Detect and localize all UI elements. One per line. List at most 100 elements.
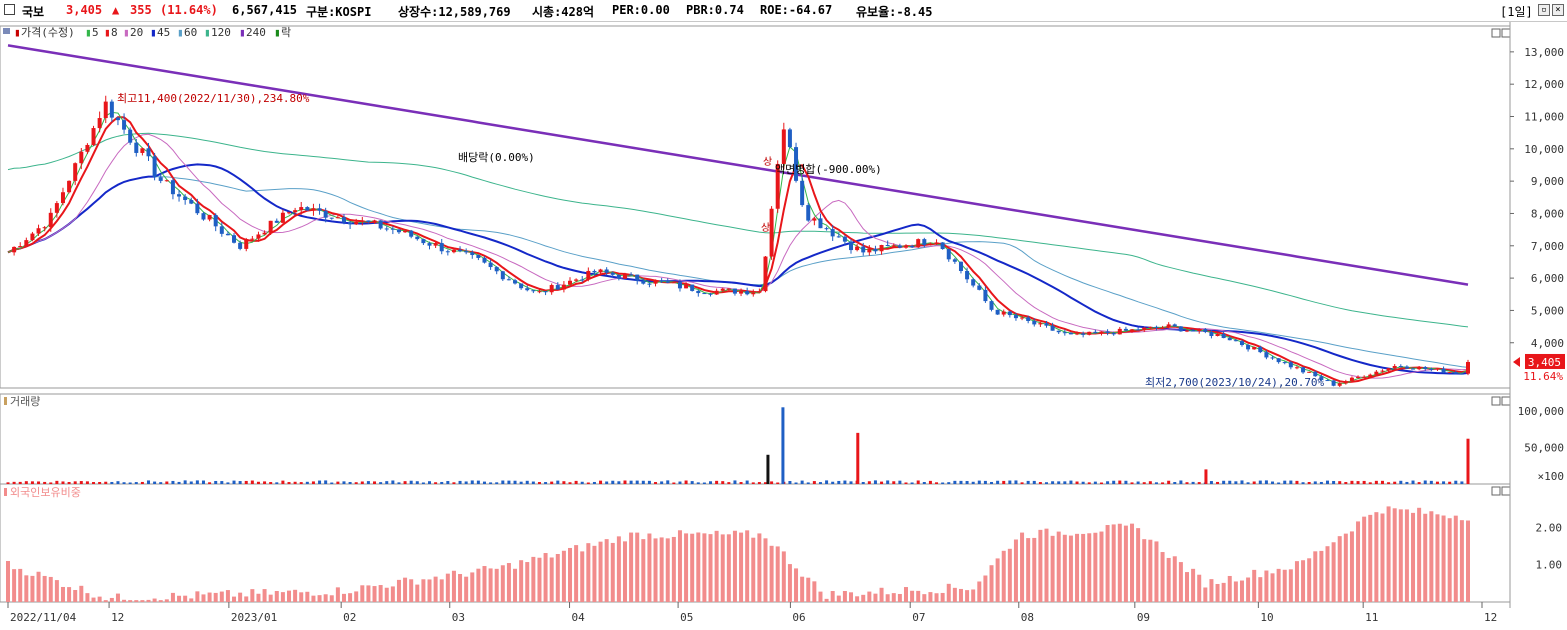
volume-bar bbox=[1252, 481, 1256, 484]
foreign-ratio-bar bbox=[427, 579, 432, 602]
foreign-ratio-bar bbox=[1466, 520, 1470, 602]
price-annotations: 최고11,400(2022/11/30),234.80% 최저2,700(202… bbox=[117, 92, 1325, 389]
candle-body bbox=[635, 274, 640, 281]
foreign-ratio-bar bbox=[262, 589, 267, 602]
foreign-ratio-bar bbox=[335, 587, 340, 602]
foreign-ratio-bar bbox=[1087, 533, 1092, 602]
candle-body bbox=[451, 249, 456, 253]
candle-body bbox=[1288, 362, 1293, 368]
volume-bar bbox=[43, 481, 47, 484]
volume-bar bbox=[1026, 480, 1030, 484]
foreign-ratio-bar bbox=[1282, 569, 1287, 602]
candle-body bbox=[818, 218, 823, 229]
foreign-ratio-bar bbox=[1032, 537, 1037, 602]
legend-marker: ▮ bbox=[150, 26, 157, 39]
panel-menu-icon bbox=[3, 28, 10, 34]
foreign-ratio-bar bbox=[140, 600, 145, 602]
volume-bar bbox=[55, 480, 59, 484]
volume-bar bbox=[678, 481, 682, 484]
volume-bar bbox=[1154, 482, 1158, 484]
volume-bar bbox=[617, 481, 621, 484]
panel-restore-icon bbox=[1491, 486, 1501, 496]
foreign-ratio-bar bbox=[42, 575, 47, 602]
foreign-ratio-bar bbox=[726, 534, 731, 602]
legend-label-1: 5 bbox=[92, 26, 99, 39]
candle-body bbox=[873, 248, 878, 252]
candle-body bbox=[1044, 323, 1049, 326]
volume-bar bbox=[1191, 481, 1195, 484]
candle-body bbox=[665, 281, 670, 283]
volume-bar bbox=[537, 482, 541, 484]
volume-bar bbox=[818, 482, 822, 484]
current-price-marker: 3,405 11.64% bbox=[1513, 353, 1565, 383]
current-pct-label: 11.64% bbox=[1523, 370, 1563, 383]
foreign-ratio-bar bbox=[769, 545, 774, 602]
foreign-ratio-bar bbox=[219, 591, 224, 602]
candle-body bbox=[971, 279, 976, 286]
period-selector[interactable]: [1일] bbox=[1500, 5, 1533, 19]
restore-icon[interactable]: ▫ bbox=[1538, 4, 1550, 16]
foreign-ratio-bar bbox=[806, 577, 811, 602]
volume-bar bbox=[873, 480, 877, 484]
foreign-ratio-bar bbox=[946, 583, 951, 602]
select-checkbox[interactable] bbox=[4, 4, 15, 15]
candle-body bbox=[946, 249, 951, 260]
volume-bar bbox=[379, 482, 383, 484]
legend-marker: ▮ bbox=[177, 26, 184, 39]
candle-body bbox=[830, 229, 835, 237]
foreign-ratio-bar bbox=[122, 599, 127, 602]
foreign-ratio-bar bbox=[1093, 532, 1098, 602]
close-icon[interactable]: × bbox=[1552, 4, 1564, 16]
foreign-ratio-bar bbox=[885, 594, 890, 602]
volume-bar bbox=[1301, 482, 1305, 484]
volume-bar bbox=[189, 481, 193, 484]
foreign-ratio-bar bbox=[1270, 573, 1275, 602]
volume-bar bbox=[586, 482, 590, 484]
candle-body bbox=[1081, 333, 1086, 335]
reverse-split-annotation: 액면병합(-900.00%) bbox=[775, 163, 882, 176]
foreign-ratio-bar bbox=[739, 532, 744, 602]
candle-body bbox=[568, 280, 573, 285]
foreign-ratio-bar bbox=[812, 581, 817, 602]
candle-body bbox=[1032, 320, 1037, 325]
candle-body bbox=[1038, 323, 1043, 325]
volume-bar bbox=[1313, 481, 1317, 484]
volume-bar bbox=[116, 481, 120, 484]
foreign-ratio-bar bbox=[268, 594, 273, 602]
foreign-ratio-bar bbox=[30, 575, 35, 602]
foreign-ratio-bar bbox=[568, 547, 573, 602]
candle-body bbox=[18, 246, 23, 248]
foreign-ratio-bar bbox=[18, 568, 23, 602]
candle-body bbox=[73, 163, 78, 181]
volume-bar bbox=[696, 482, 700, 484]
candle-body bbox=[1282, 362, 1287, 364]
foreign-ratio-bar bbox=[360, 585, 365, 602]
x-tick-label: 11 bbox=[1365, 611, 1378, 624]
volume-spike-bar bbox=[1466, 438, 1470, 484]
volume-bar bbox=[904, 482, 908, 484]
candle-body bbox=[1050, 325, 1055, 331]
volume-bar bbox=[1325, 480, 1329, 484]
foreign-ratio-bar bbox=[1178, 562, 1183, 602]
foreign-ratio-bar bbox=[616, 536, 621, 602]
volume-bar bbox=[928, 480, 932, 484]
candle-body bbox=[1459, 373, 1464, 375]
candle-body bbox=[855, 246, 860, 251]
volume-bar bbox=[1142, 482, 1146, 484]
volume-bar bbox=[757, 482, 761, 484]
candle-body bbox=[60, 192, 65, 204]
volume-bar bbox=[1295, 480, 1299, 484]
foreign-ratio-bar bbox=[720, 534, 725, 602]
volume-bar bbox=[1356, 481, 1360, 484]
candle-body bbox=[103, 101, 108, 119]
foreign-ratio-bar bbox=[830, 591, 835, 602]
candle-body bbox=[54, 203, 59, 213]
candle-body bbox=[1001, 311, 1006, 315]
volume-bar bbox=[1136, 481, 1140, 484]
candle-body bbox=[769, 208, 774, 257]
foreign-ratio-bar bbox=[1246, 577, 1251, 602]
foreign-ratio-bar bbox=[781, 551, 786, 602]
foreign-ratio-bar bbox=[1184, 572, 1189, 602]
candle-body bbox=[323, 210, 328, 218]
candle-body bbox=[12, 246, 17, 253]
